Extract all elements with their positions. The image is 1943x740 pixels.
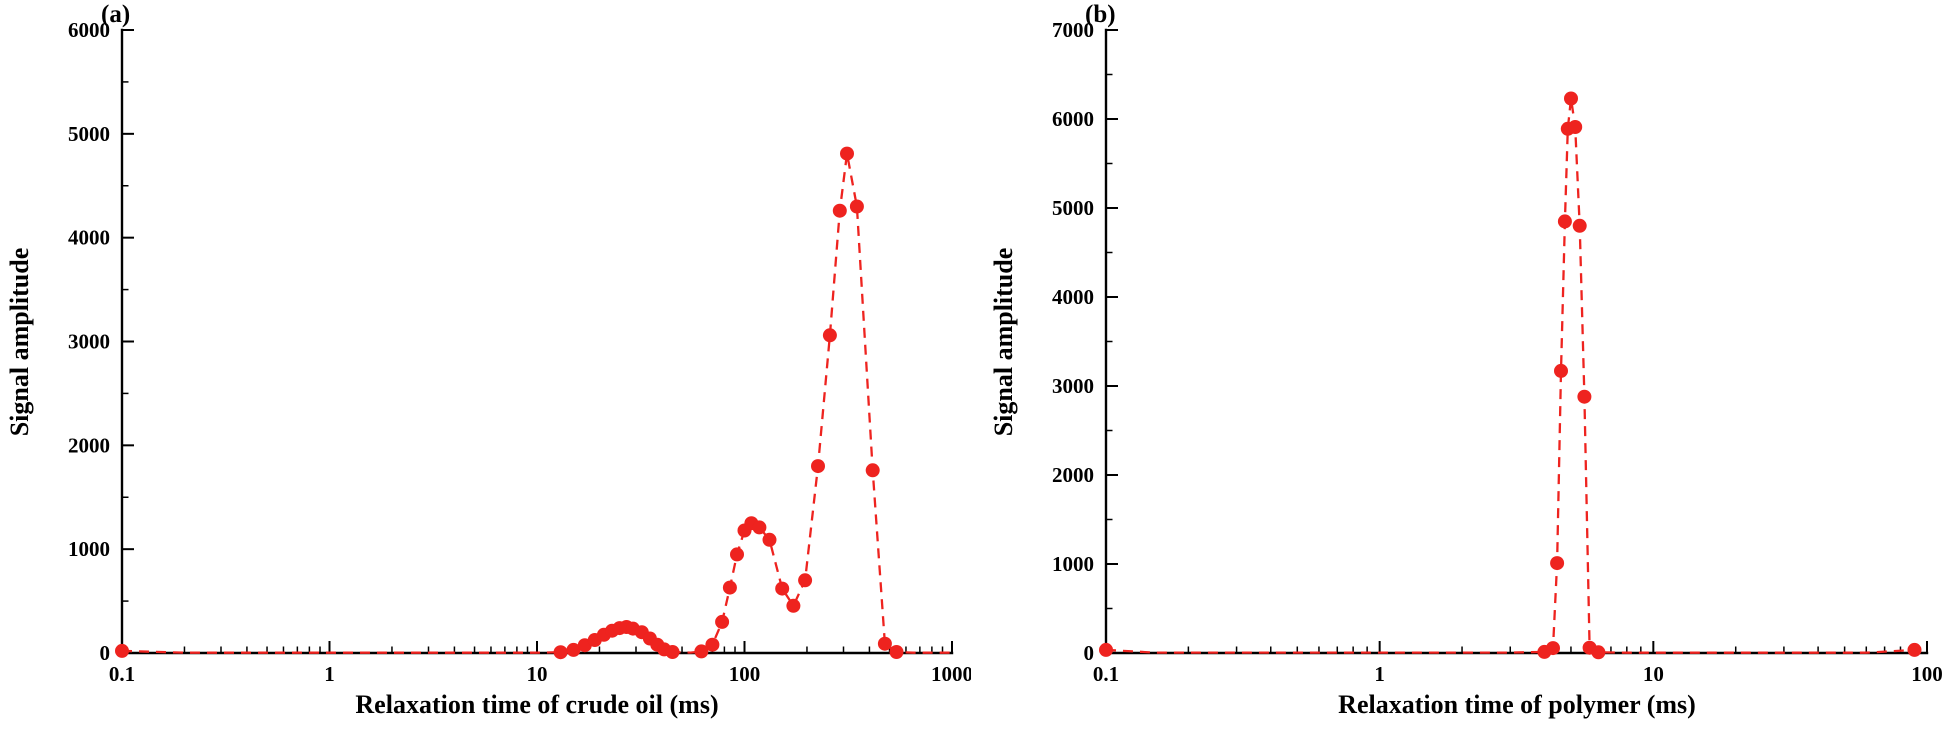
svg-text:1: 1 xyxy=(1374,662,1385,686)
svg-text:0: 0 xyxy=(1084,641,1095,665)
data-series xyxy=(115,146,952,660)
data-point xyxy=(798,573,813,588)
data-point xyxy=(665,645,680,659)
data-point xyxy=(822,328,837,343)
svg-text:3000: 3000 xyxy=(68,330,110,354)
data-point xyxy=(566,642,581,657)
data-point xyxy=(1564,91,1578,106)
svg-text:10: 10 xyxy=(527,662,548,686)
data-point xyxy=(840,146,854,161)
panel-b: 0.1 1 10 100 0 1000 2000 3000 4000 5000 6000 7000 (… xyxy=(971,0,1943,740)
panel-b-y-axis-title: Signal amplitude xyxy=(989,247,1018,437)
svg-text:0.1: 0.1 xyxy=(1093,662,1119,686)
panel-a-y-axis-title: Signal amplitude xyxy=(5,247,34,437)
data-point xyxy=(849,199,864,214)
svg-text:5000: 5000 xyxy=(68,122,110,146)
data-point xyxy=(1550,556,1565,571)
panel-a-label: (a) xyxy=(101,1,131,28)
data-point xyxy=(1557,214,1572,229)
data-point xyxy=(1591,645,1606,660)
svg-text:2000: 2000 xyxy=(1052,463,1094,487)
svg-text:7000: 7000 xyxy=(1052,18,1094,42)
data-point xyxy=(1546,641,1560,656)
svg-text:4000: 4000 xyxy=(68,226,110,250)
svg-text:4000: 4000 xyxy=(1052,285,1094,309)
data-point xyxy=(865,463,880,478)
axes xyxy=(1104,28,1929,655)
data-point xyxy=(877,636,892,651)
data-point xyxy=(715,614,730,629)
panel-b-label: (b) xyxy=(1085,1,1116,28)
svg-text:0: 0 xyxy=(100,641,111,665)
svg-text:100: 100 xyxy=(729,662,761,686)
plot-a-canvas: 0.1 1 10 100 1000 0 1000 2000 3000 4000 5000 6000 xyxy=(68,18,971,686)
data-point xyxy=(1568,120,1583,134)
svg-text:10: 10 xyxy=(1643,662,1664,686)
data-point xyxy=(752,520,767,535)
svg-text:2000: 2000 xyxy=(68,433,110,457)
data-point xyxy=(1572,218,1587,233)
x-axis-ticks: 0.1 1 10 100 1000 xyxy=(109,641,971,686)
svg-text:100: 100 xyxy=(1911,662,1943,686)
data-point xyxy=(553,645,568,660)
panel-b-x-axis-title: Relaxation time of polymer (ms) xyxy=(1338,690,1696,719)
data-point xyxy=(775,581,790,596)
data-point xyxy=(115,643,129,658)
data-point xyxy=(762,532,777,547)
svg-text:5000: 5000 xyxy=(1052,196,1094,220)
svg-text:1000: 1000 xyxy=(1052,552,1094,576)
data-series xyxy=(1099,91,1928,660)
data-point xyxy=(722,580,737,595)
svg-text:0.1: 0.1 xyxy=(109,662,135,686)
data-point xyxy=(889,645,904,659)
data-point xyxy=(832,203,847,218)
data-point xyxy=(1907,642,1922,657)
data-point xyxy=(811,459,825,474)
data-point xyxy=(694,644,709,659)
svg-text:6000: 6000 xyxy=(68,18,110,42)
svg-text:3000: 3000 xyxy=(1052,374,1094,398)
data-point xyxy=(786,598,801,613)
data-point xyxy=(1099,642,1113,657)
x-axis-ticks: 0.1 1 10 100 xyxy=(1093,641,1943,686)
svg-text:6000: 6000 xyxy=(1052,107,1094,131)
data-point xyxy=(730,547,744,562)
data-point xyxy=(705,637,720,652)
panel-a-x-axis-title: Relaxation time of crude oil (ms) xyxy=(355,690,719,719)
y-axis-ticks: 0 1000 2000 3000 4000 5000 6000 7000 xyxy=(1052,18,1118,665)
y-axis-ticks: 0 1000 2000 3000 4000 5000 6000 xyxy=(68,18,134,665)
data-point xyxy=(1577,389,1592,404)
panel-a: 0.1 1 10 100 1000 0 1000 2000 3000 4000 5000 6000 (… xyxy=(0,0,971,740)
data-point xyxy=(1554,363,1568,378)
svg-text:1: 1 xyxy=(324,662,335,686)
svg-text:1000: 1000 xyxy=(931,662,971,686)
svg-text:1000: 1000 xyxy=(68,537,110,561)
